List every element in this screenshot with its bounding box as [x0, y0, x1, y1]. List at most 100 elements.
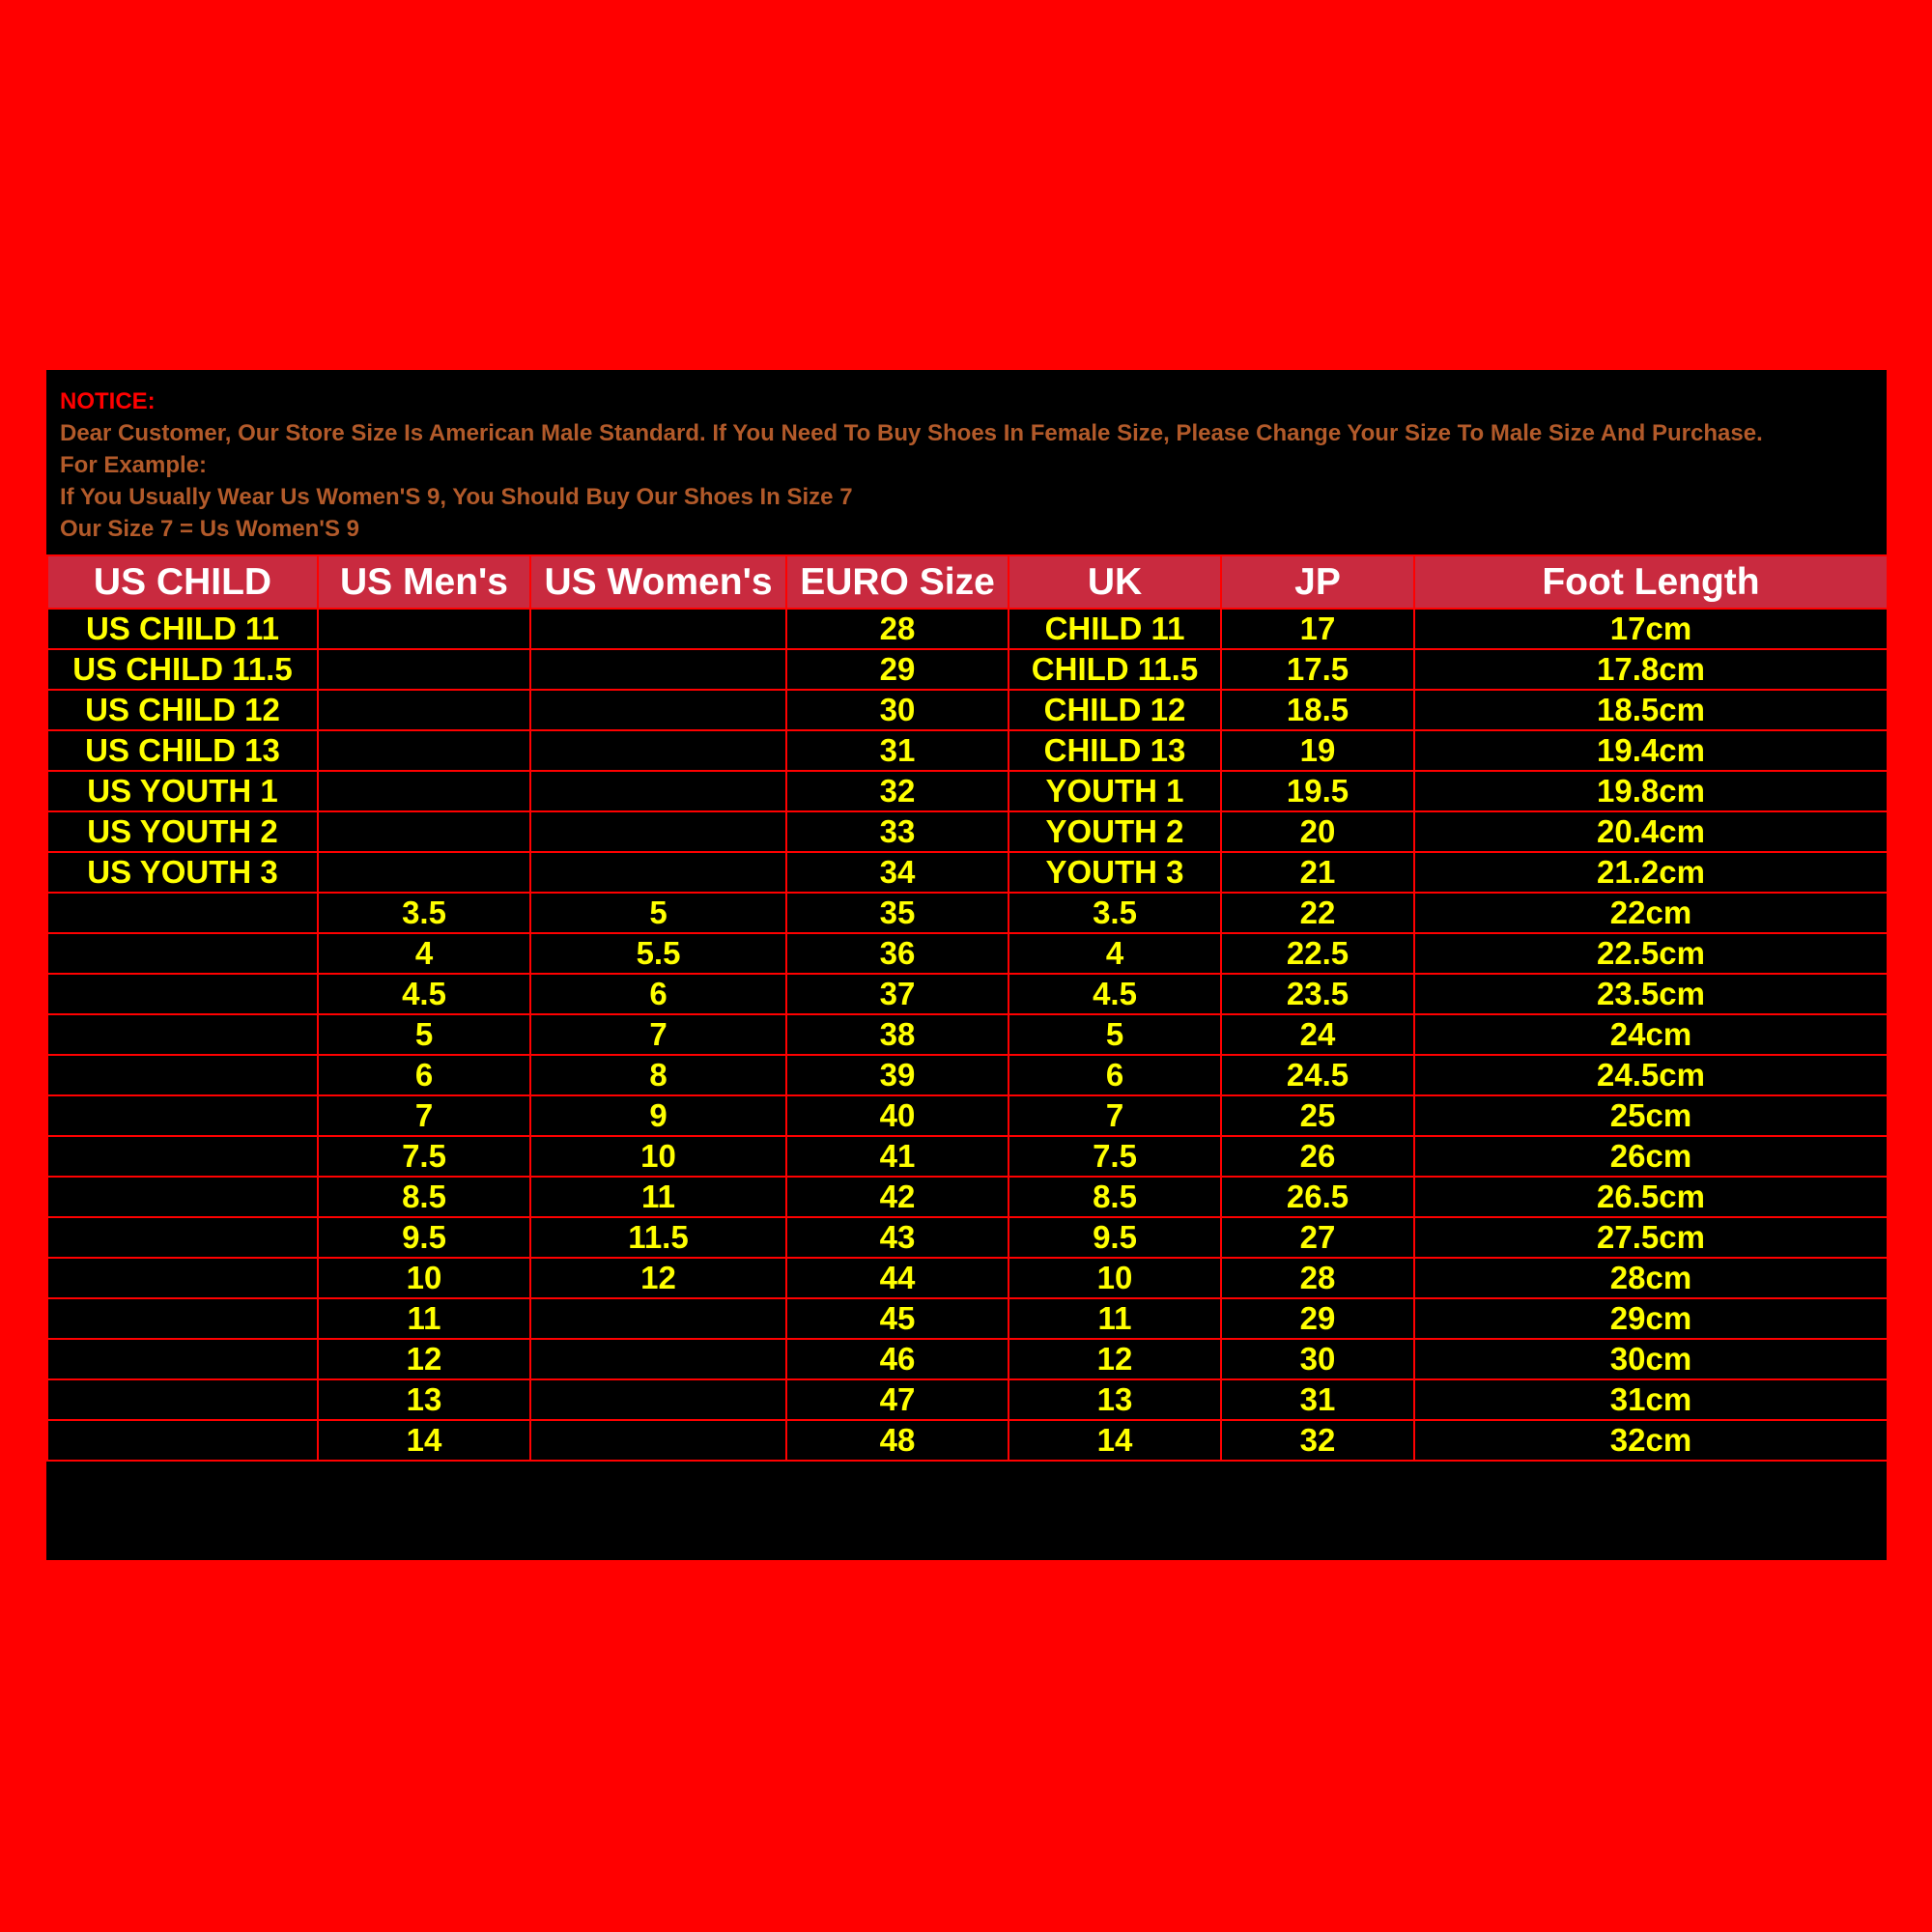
cell: 7.5 [1009, 1136, 1221, 1177]
cell: US CHILD 13 [47, 730, 318, 771]
notice-line: NOTICE: [60, 385, 1887, 417]
cell [530, 1298, 786, 1339]
table-row: US CHILD 1230CHILD 1218.518.5cm [47, 690, 1888, 730]
cell: 12 [1009, 1339, 1221, 1379]
cell [47, 1379, 318, 1420]
col-header: JP [1221, 555, 1414, 609]
cell: 17.5 [1221, 649, 1414, 690]
cell: YOUTH 3 [1009, 852, 1221, 893]
cell [530, 690, 786, 730]
cell: 44 [786, 1258, 1009, 1298]
cell: 39 [786, 1055, 1009, 1095]
cell: 9.5 [318, 1217, 530, 1258]
cell: 5 [1009, 1014, 1221, 1055]
table-row: US CHILD 1331CHILD 131919.4cm [47, 730, 1888, 771]
cell: 29cm [1414, 1298, 1888, 1339]
cell: CHILD 11 [1009, 609, 1221, 649]
cell: 13 [318, 1379, 530, 1420]
col-header: US Men's [318, 555, 530, 609]
cell: 27 [1221, 1217, 1414, 1258]
cell: 10 [530, 1136, 786, 1177]
table-row: 6839624.524.5cm [47, 1055, 1888, 1095]
cell: 8.5 [1009, 1177, 1221, 1217]
cell: 4 [1009, 933, 1221, 974]
cell [47, 1339, 318, 1379]
cell: 36 [786, 933, 1009, 974]
cell: 14 [1009, 1420, 1221, 1461]
cell: 48 [786, 1420, 1009, 1461]
cell: 22 [1221, 893, 1414, 933]
cell [318, 852, 530, 893]
cell [47, 933, 318, 974]
table-row: 4.56374.523.523.5cm [47, 974, 1888, 1014]
col-header: US CHILD [47, 555, 318, 609]
cell: 41 [786, 1136, 1009, 1177]
col-header: Foot Length [1414, 555, 1888, 609]
cell: 18.5 [1221, 690, 1414, 730]
cell [47, 893, 318, 933]
table-row: 7.510417.52626cm [47, 1136, 1888, 1177]
cell: 6 [530, 974, 786, 1014]
cell [47, 1055, 318, 1095]
cell [318, 690, 530, 730]
cell: 24cm [1414, 1014, 1888, 1055]
table-row: US YOUTH 233YOUTH 22020.4cm [47, 811, 1888, 852]
cell: 17 [1221, 609, 1414, 649]
cell: 25cm [1414, 1095, 1888, 1136]
cell: 12 [318, 1339, 530, 1379]
cell: US CHILD 11 [47, 609, 318, 649]
cell: 5.5 [530, 933, 786, 974]
cell: 24.5cm [1414, 1055, 1888, 1095]
cell: 12 [530, 1258, 786, 1298]
cell: 7 [1009, 1095, 1221, 1136]
cell: 6 [1009, 1055, 1221, 1095]
cell: 24.5 [1221, 1055, 1414, 1095]
cell: 21.2cm [1414, 852, 1888, 893]
cell: 19.8cm [1414, 771, 1888, 811]
table-row: 1145112929cm [47, 1298, 1888, 1339]
cell: 23.5cm [1414, 974, 1888, 1014]
table-row: US YOUTH 334YOUTH 32121.2cm [47, 852, 1888, 893]
cell: 9 [530, 1095, 786, 1136]
cell: 46 [786, 1339, 1009, 1379]
cell: 25 [1221, 1095, 1414, 1136]
cell: 26.5 [1221, 1177, 1414, 1217]
cell: 21 [1221, 852, 1414, 893]
cell: 22.5cm [1414, 933, 1888, 974]
cell: 5 [530, 893, 786, 933]
cell [530, 811, 786, 852]
table-head: US CHILDUS Men'sUS Women'sEURO SizeUKJPF… [47, 555, 1888, 609]
cell: 27.5cm [1414, 1217, 1888, 1258]
cell [318, 730, 530, 771]
cell: 29 [1221, 1298, 1414, 1339]
cell: 31cm [1414, 1379, 1888, 1420]
cell: 17.8cm [1414, 649, 1888, 690]
cell: US YOUTH 2 [47, 811, 318, 852]
cell [318, 649, 530, 690]
cell: CHILD 13 [1009, 730, 1221, 771]
header-row: US CHILDUS Men'sUS Women'sEURO SizeUKJPF… [47, 555, 1888, 609]
cell [530, 609, 786, 649]
cell: 20 [1221, 811, 1414, 852]
cell: 13 [1009, 1379, 1221, 1420]
cell: 18.5cm [1414, 690, 1888, 730]
cell: 37 [786, 974, 1009, 1014]
cell: 35 [786, 893, 1009, 933]
cell: 5 [318, 1014, 530, 1055]
table-row: 794072525cm [47, 1095, 1888, 1136]
cell [530, 1420, 786, 1461]
cell: 40 [786, 1095, 1009, 1136]
cell: 32 [786, 771, 1009, 811]
cell: 32 [1221, 1420, 1414, 1461]
cell [318, 811, 530, 852]
notice-line: For Example: [60, 449, 1887, 481]
notice-line: Dear Customer, Our Store Size Is America… [60, 417, 1887, 449]
cell: 20.4cm [1414, 811, 1888, 852]
cell: 24 [1221, 1014, 1414, 1055]
cell [530, 1379, 786, 1420]
cell: 28 [786, 609, 1009, 649]
table-row: US CHILD 11.529CHILD 11.517.517.8cm [47, 649, 1888, 690]
cell: 3.5 [318, 893, 530, 933]
cell [47, 1258, 318, 1298]
cell [47, 1177, 318, 1217]
